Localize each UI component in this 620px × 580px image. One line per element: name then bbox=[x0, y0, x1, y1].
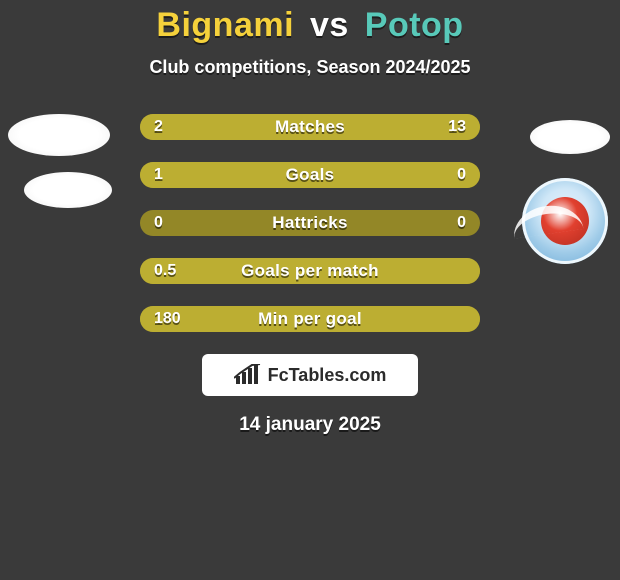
stat-bar-label: Goals bbox=[140, 162, 480, 188]
stat-bar: Min per goal180 bbox=[140, 306, 480, 332]
player1-name: Bignami bbox=[156, 6, 294, 44]
stat-bar: Goals1 0 bbox=[140, 162, 480, 188]
stat-bar-value-left: 0.5 bbox=[154, 258, 176, 284]
player1-club-badge bbox=[24, 172, 112, 208]
vs-label: vs bbox=[310, 6, 349, 44]
stat-bar-label: Min per goal bbox=[140, 306, 480, 332]
comparison-card: Bignami vs Potop Club competitions, Seas… bbox=[0, 0, 620, 580]
stat-bar-value-left: 180 bbox=[154, 306, 181, 332]
stat-bar-value-left: 2 bbox=[154, 114, 163, 140]
stat-bar-value-left: 1 bbox=[154, 162, 163, 188]
subtitle: Club competitions, Season 2024/2025 bbox=[0, 57, 620, 78]
player2-avatar bbox=[530, 120, 610, 154]
stat-bar-value-right: 0 bbox=[457, 210, 466, 236]
stat-bar: Matches2 13 bbox=[140, 114, 480, 140]
fctables-branding[interactable]: FcTables.com bbox=[202, 354, 418, 396]
player1-avatar bbox=[8, 114, 110, 156]
date-label: 14 january 2025 bbox=[0, 414, 620, 436]
stat-bar: Goals per match0.5 bbox=[140, 258, 480, 284]
stat-bar-value-right: 0 bbox=[457, 162, 466, 188]
page-title: Bignami vs Potop bbox=[0, 0, 620, 45]
stat-bar: Hattricks0 0 bbox=[140, 210, 480, 236]
stat-bar-label: Goals per match bbox=[140, 258, 480, 284]
fctables-chart-icon bbox=[234, 364, 262, 386]
stat-bar-value-left: 0 bbox=[154, 210, 163, 236]
stat-bar-label: Hattricks bbox=[140, 210, 480, 236]
player2-name: Potop bbox=[365, 6, 464, 44]
stat-bar-value-right: 13 bbox=[448, 114, 466, 140]
fctables-label: FcTables.com bbox=[268, 365, 387, 386]
player2-club-badge bbox=[522, 178, 608, 264]
stat-bar-label: Matches bbox=[140, 114, 480, 140]
